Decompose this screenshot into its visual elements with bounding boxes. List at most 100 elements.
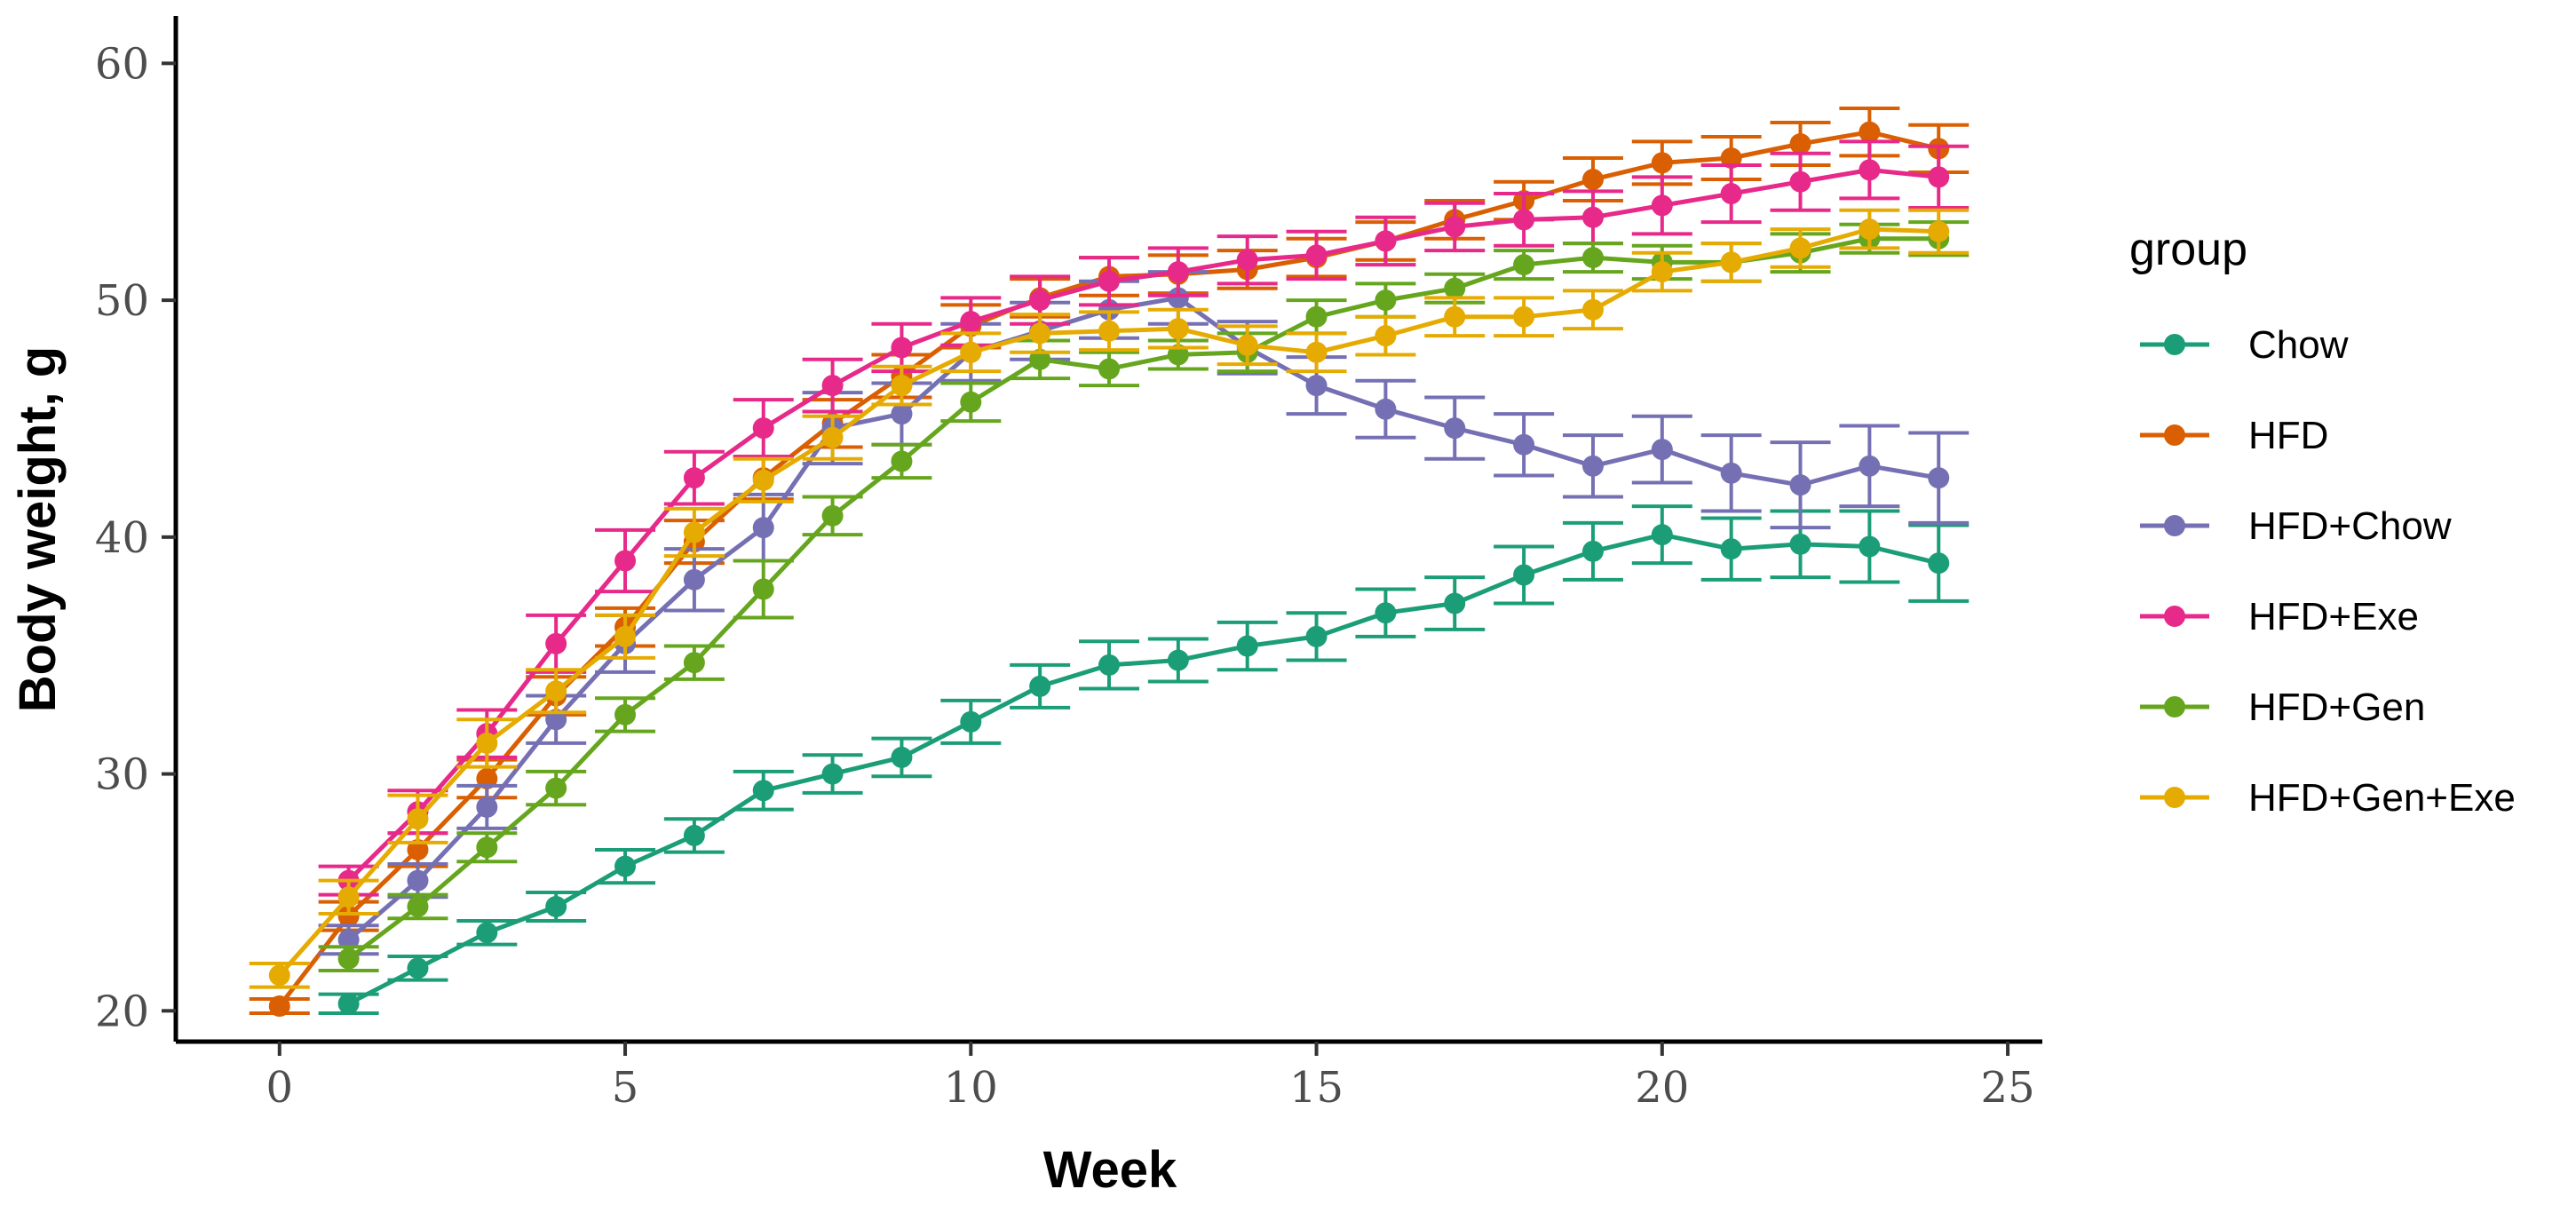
legend-item-hfd-exe: HFD+Exe [2140, 595, 2419, 638]
data-point [1029, 675, 1051, 697]
data-point [683, 521, 705, 543]
data-point [1651, 194, 1673, 217]
x-tick-label: 20 [1635, 1063, 1689, 1113]
legend-swatch-point [2164, 424, 2185, 446]
data-point [545, 632, 567, 654]
legend-label: HFD+Gen [2248, 686, 2425, 729]
data-point [337, 929, 360, 951]
y-tick-label: 20 [95, 987, 149, 1036]
data-point [407, 957, 429, 979]
data-point [545, 709, 567, 731]
data-point [1444, 305, 1466, 328]
data-point [1789, 533, 1811, 555]
data-point [1513, 254, 1535, 276]
legend-swatch-point [2164, 787, 2185, 808]
data-point [476, 732, 498, 754]
data-point [1513, 433, 1535, 456]
y-tick-label: 30 [95, 750, 149, 800]
x-tick-label: 0 [266, 1063, 294, 1113]
data-point [476, 767, 498, 789]
data-point [960, 311, 982, 333]
y-tick-label: 60 [95, 39, 149, 89]
data-point [1167, 318, 1189, 340]
legend-item-hfd-gen-exe: HFD+Gen+Exe [2140, 776, 2516, 820]
data-point [1167, 649, 1189, 671]
data-point [1928, 552, 1950, 575]
data-point [268, 964, 290, 987]
legend-swatch-point [2164, 515, 2185, 536]
data-point [891, 403, 913, 425]
data-point [821, 375, 844, 397]
data-point [752, 469, 774, 491]
data-point [476, 836, 498, 859]
series-line-hfd-chow [346, 295, 1939, 942]
data-point [1098, 358, 1120, 380]
data-point [1236, 635, 1258, 657]
x-ticks: 0 5 10 15 20 25 [266, 1042, 2035, 1113]
legend-item-hfd-chow: HFD+Chow [2140, 504, 2452, 548]
legend-label: HFD+Chow [2248, 504, 2452, 548]
data-point [1444, 417, 1466, 440]
data-point [1098, 270, 1120, 292]
data-point [1651, 524, 1673, 546]
data-point [1720, 183, 1742, 205]
data-point [752, 517, 774, 539]
x-axis-title: Week [1043, 1141, 1177, 1199]
data-point [1513, 564, 1535, 586]
data-point [614, 855, 637, 877]
data-point [1029, 348, 1051, 370]
x-tick-label: 15 [1289, 1063, 1343, 1113]
series-line-chow [347, 532, 1939, 1006]
data-point [1581, 206, 1604, 228]
data-point [1513, 209, 1535, 231]
data-point [1236, 334, 1258, 356]
data-point [1305, 625, 1328, 647]
data-point [1720, 462, 1742, 484]
legend-label: HFD+Gen+Exe [2248, 776, 2516, 820]
legend-label: HFD+Exe [2248, 595, 2419, 638]
data-point [1581, 455, 1604, 477]
legend-item-hfd-gen: HFD+Gen [2140, 686, 2425, 729]
data-point [614, 625, 637, 647]
legend-swatch-point [2164, 606, 2185, 627]
x-tick-label: 25 [1981, 1063, 2035, 1113]
data-point [476, 922, 498, 944]
data-point [337, 886, 360, 908]
data-point [1444, 277, 1466, 299]
data-point [1513, 305, 1535, 328]
data-point [1029, 289, 1051, 312]
x-tick-label: 10 [944, 1063, 998, 1113]
data-point [891, 337, 913, 359]
data-point [337, 947, 360, 970]
data-point [1789, 474, 1811, 496]
data-point [1305, 244, 1328, 266]
data-point [683, 568, 705, 591]
legend-item-chow: Chow [2140, 323, 2349, 367]
data-point [891, 746, 913, 768]
data-point [1305, 341, 1328, 363]
data-point [891, 450, 913, 472]
data-point [1375, 325, 1397, 347]
series-hfd-gen-exe [249, 208, 1970, 989]
data-point [268, 995, 290, 1017]
data-point [1859, 159, 1881, 181]
data-point [1859, 455, 1881, 477]
data-point [337, 905, 360, 927]
data-point [1098, 654, 1120, 676]
data-point [683, 652, 705, 674]
data-point [337, 993, 360, 1015]
data-point [821, 763, 844, 785]
series-hfd-chow [318, 270, 1970, 956]
data-point [1236, 249, 1258, 271]
data-point [752, 780, 774, 802]
data-point [476, 796, 498, 818]
data-point [1859, 121, 1881, 143]
data-point [407, 838, 429, 860]
legend: group Chow HFD HFD+Chow HFD+Exe HFD+Gen HFD+G… [2129, 224, 2516, 820]
y-axis-title: Body weight, g [9, 346, 67, 712]
data-point [1098, 320, 1120, 342]
data-point [1305, 375, 1328, 397]
data-point [1720, 538, 1742, 560]
data-point [407, 808, 429, 830]
data-point [1444, 592, 1466, 614]
